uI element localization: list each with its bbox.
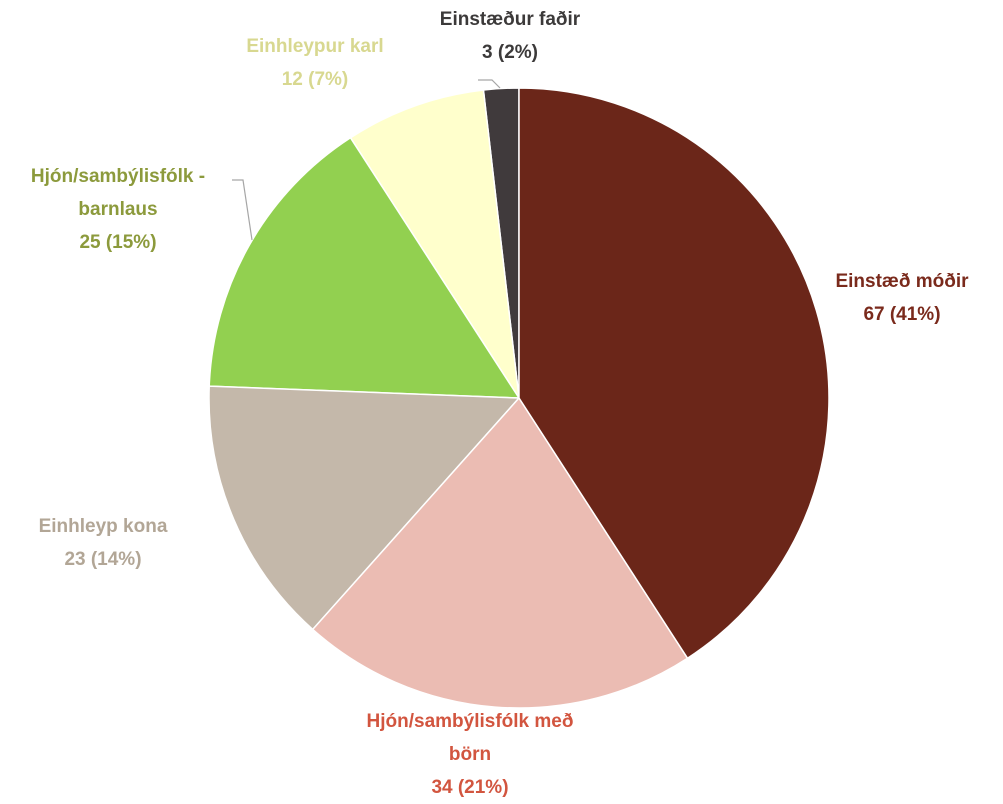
pie-slice xyxy=(349,89,520,399)
pie-slice xyxy=(311,396,689,709)
category-label: Einhleypur karl xyxy=(246,36,384,57)
data-label: Einhleyp kona 23 (14%) xyxy=(0,510,233,576)
data-label: Hjón/sambýlisfólk með börn 34 (21%) xyxy=(355,705,585,804)
pie-slice xyxy=(208,385,521,631)
leader-line xyxy=(478,79,501,89)
category-label: Einstæður faðir xyxy=(439,9,581,30)
data-label: Einstæð móðir 67 (41%) xyxy=(772,265,1003,331)
value-label: 12 (7%) xyxy=(281,69,349,90)
category-label: Einhleyp kona xyxy=(38,516,168,537)
data-label: Einstæður faðir 3 (2%) xyxy=(380,3,640,69)
value-label: 25 (15%) xyxy=(79,232,157,253)
category-label: Hjón/sambýlisfólk með börn xyxy=(366,711,574,765)
category-label: Einstæð móðir xyxy=(835,271,969,292)
category-label: Hjón/sambýlisfólk - barnlaus xyxy=(30,166,206,220)
pie-slice xyxy=(518,87,830,660)
value-label: 23 (14%) xyxy=(64,549,142,570)
data-label: Einhleypur karl 12 (7%) xyxy=(185,30,445,96)
value-label: 34 (21%) xyxy=(431,777,509,798)
leader-line xyxy=(232,179,253,241)
data-label: Hjón/sambýlisfólk - barnlaus 25 (15%) xyxy=(0,160,238,259)
value-label: 3 (2%) xyxy=(482,42,538,63)
pie-slice xyxy=(208,136,521,399)
value-label: 67 (41%) xyxy=(863,304,941,325)
